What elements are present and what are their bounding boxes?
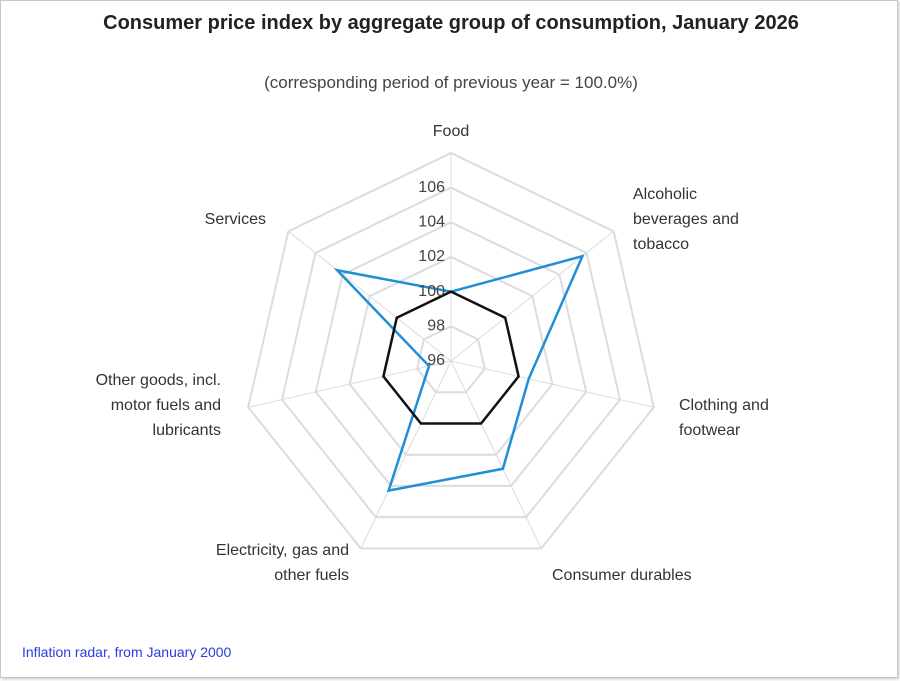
chart-subtitle: (corresponding period of previous year =… (264, 73, 638, 92)
category-label: Alcoholic beverages and tobacco (633, 186, 739, 253)
spoke (360, 360, 452, 549)
grid-ring (348, 255, 554, 456)
category-label: Services (204, 211, 266, 228)
y-tick-label: 100 (418, 283, 445, 300)
y-tick-label: 104 (418, 214, 445, 231)
y-tick-label: 102 (418, 248, 445, 265)
y-tick-label: 98 (427, 318, 445, 335)
y-tick-label: 96 (427, 352, 445, 369)
category-label: Clothing and footwear (679, 397, 769, 439)
category-label: Other goods, incl. motor fuels and lubri… (95, 372, 221, 439)
outer-ring (247, 151, 655, 550)
y-tick-label: 106 (418, 179, 445, 196)
grid-ring (416, 325, 486, 394)
category-label: Electricity, gas and other fuels (215, 542, 349, 584)
category-label: Food (432, 123, 470, 140)
category-label: Consumer durables (552, 567, 692, 584)
grid-ring (280, 186, 622, 519)
chart-title: Consumer price index by aggregate group … (103, 12, 799, 34)
grid-ring (314, 221, 588, 487)
spoke (450, 230, 614, 362)
spoke (450, 360, 654, 408)
series-line (333, 254, 585, 493)
spoke (450, 360, 542, 549)
spoke (248, 360, 452, 408)
spoke (288, 230, 452, 362)
footer-link[interactable]: Inflation radar, from January 2000 (22, 644, 232, 660)
series-line (382, 290, 520, 425)
